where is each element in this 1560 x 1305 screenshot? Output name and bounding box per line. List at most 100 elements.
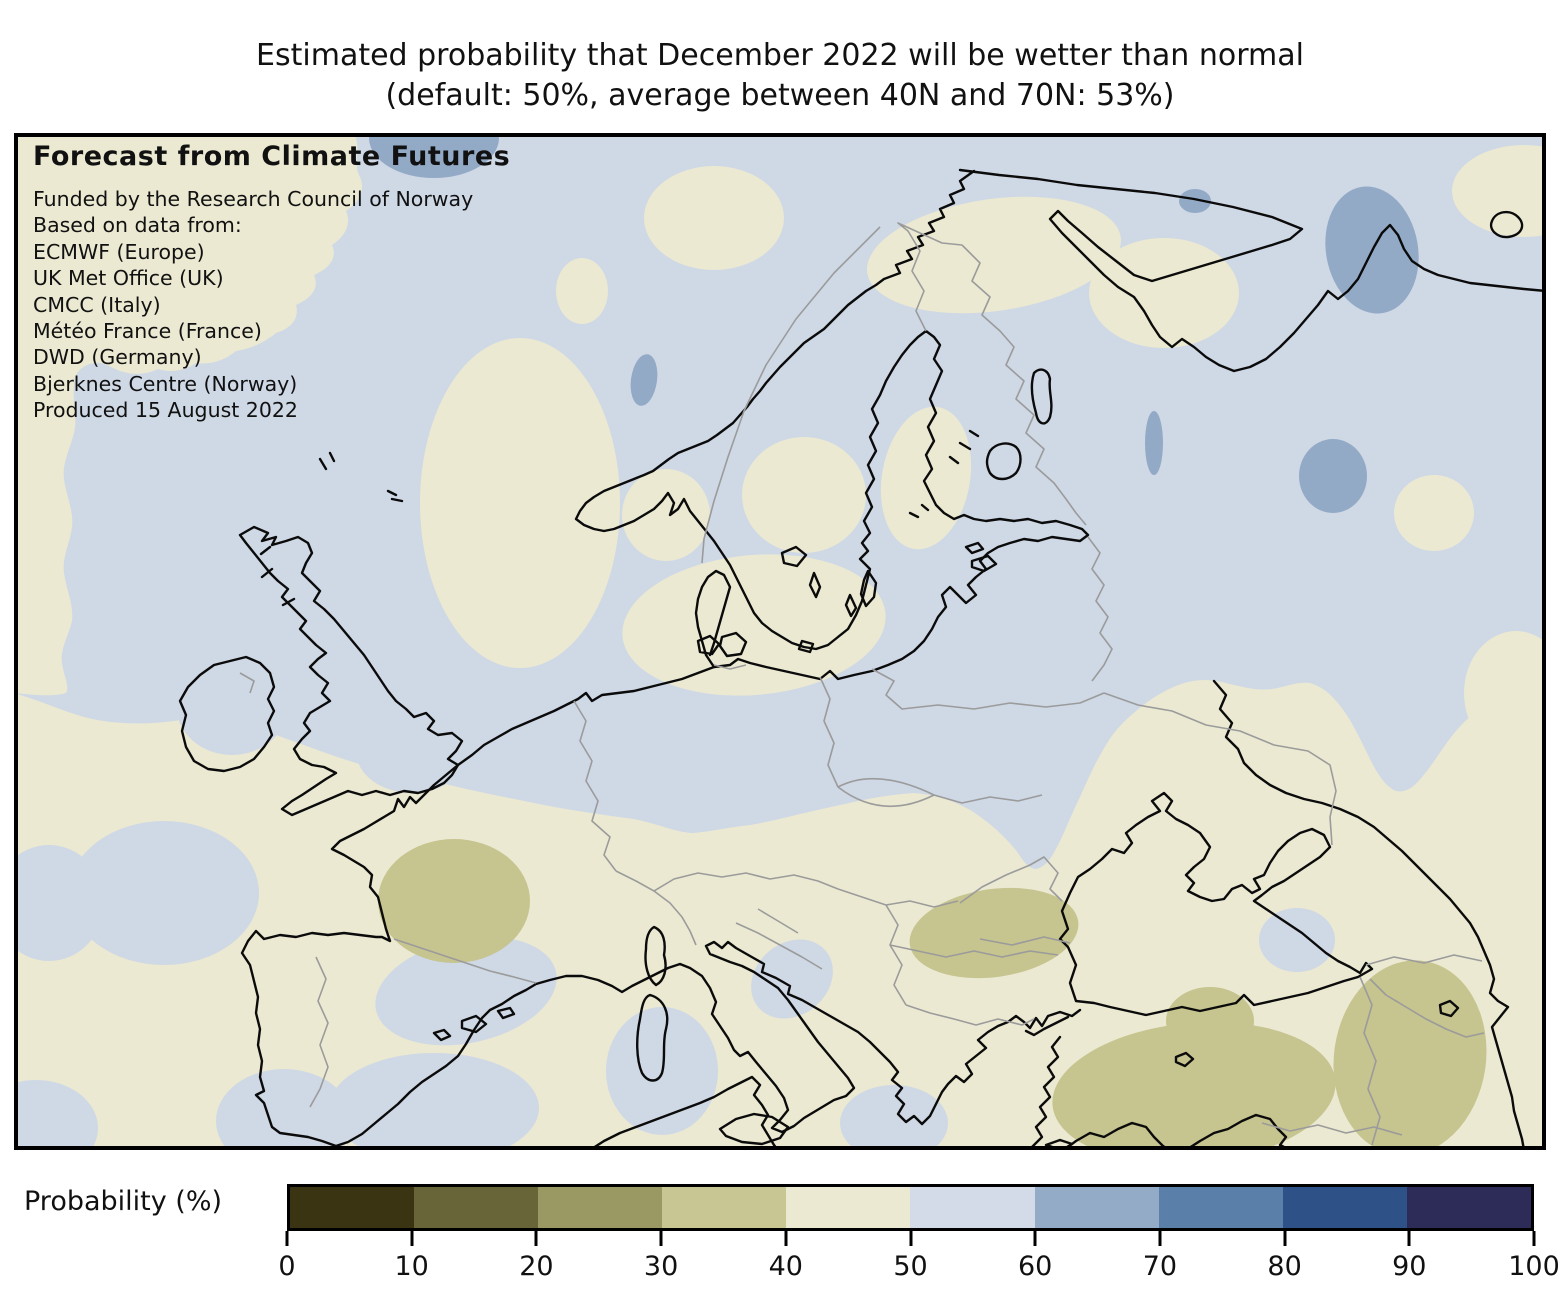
- figure-title-line1: Estimated probability that December 2022…: [256, 38, 1304, 73]
- region-40-50-east-edge: [1464, 631, 1546, 755]
- colorbar-tick-label: 80: [1267, 1251, 1302, 1282]
- figure-title: Estimated probability that December 2022…: [0, 36, 1560, 116]
- border-turkey-syria: [1261, 1122, 1403, 1136]
- colorbar-tick-label: 60: [1018, 1251, 1053, 1282]
- coastline-turkey-west: [1030, 1035, 1062, 1150]
- border-portugal-spain: [309, 956, 329, 1108]
- colorbar-tick-label: 40: [768, 1251, 803, 1282]
- border-finland-russia: [961, 244, 1087, 526]
- region-30-40-caucasus: [1333, 960, 1487, 1150]
- colorbar-tick-label: 50: [893, 1251, 928, 1282]
- coastline-islands: [432, 210, 1524, 1150]
- colorbar-segments: [287, 1184, 1534, 1231]
- colorbar-segment-0-10: [290, 1187, 415, 1228]
- colorbar-ticks: 0 10 20 30 40 50 60 70 80 90 100: [278, 1231, 1560, 1301]
- region-30-40-sw-france: [378, 839, 530, 963]
- colorbar-tick: [659, 1231, 663, 1246]
- coastline-lakes: [780, 368, 1460, 1068]
- colorbar-tick: [1033, 1231, 1037, 1246]
- colorbar-segment-60-70: [1034, 1187, 1159, 1228]
- coastline-scandinavia-baltic: [574, 169, 1090, 681]
- colorbar-segment-10-20: [414, 1187, 539, 1228]
- border-ukraine-russia: [1103, 692, 1337, 846]
- map-frame: [14, 133, 1546, 1150]
- colorbar-tick-label: 30: [643, 1251, 679, 1282]
- coastlines: [178, 168, 1546, 1150]
- colorbar-segment-40-50: [786, 1187, 911, 1228]
- region-60-70-bothnia-sliver: [1145, 411, 1163, 475]
- coastline-kola-whitesea: [958, 168, 1546, 373]
- border-czech: [837, 777, 935, 808]
- colorbar-segment-50-60: [910, 1187, 1035, 1228]
- colorbar-tick: [784, 1231, 788, 1246]
- region-60-70-norway-sliver: [630, 354, 658, 406]
- border-slovakia: [933, 794, 1043, 804]
- colorbar-tick: [1283, 1231, 1287, 1246]
- colorbar-tick-label: 90: [1392, 1251, 1427, 1282]
- coastline-ireland: [178, 655, 276, 773]
- probability-fill-regions: [14, 133, 1546, 1150]
- region-60-70-top-atlantic: [369, 133, 499, 178]
- region-50-60-balearic: [375, 936, 557, 1046]
- region-50-60-irish-sea: [176, 655, 288, 755]
- region-40-50-skagerrak: [622, 469, 710, 561]
- coastline-marmara: [1024, 1015, 1070, 1037]
- border-balkans: [735, 888, 1059, 1026]
- border-caucasus: [1359, 954, 1485, 1146]
- colorbar-tick: [909, 1231, 912, 1246]
- border-norway-sweden: [701, 226, 881, 564]
- border-baltics-east: [1087, 536, 1113, 682]
- colorbar-tick: [534, 1231, 538, 1246]
- coastline-caspian: [1212, 679, 1526, 1150]
- region-50-60-east-blacksea: [1259, 908, 1335, 972]
- coastline-small-isles: [259, 451, 930, 607]
- region-40-50-karelia: [1089, 238, 1239, 348]
- colorbar-segment-70-80: [1158, 1187, 1283, 1228]
- coastline-great-britain: [238, 525, 464, 817]
- region-50-60-biscay-west: [69, 821, 259, 965]
- region-40-50-northwest: [14, 133, 363, 696]
- colorbar-segment-80-90: [1282, 1187, 1407, 1228]
- region-50-60-ionian: [840, 1085, 948, 1150]
- colorbar-tick-label: 0: [278, 1251, 296, 1282]
- border-poland-belarus: [871, 668, 1105, 710]
- colorbar-tick-label: 100: [1508, 1251, 1560, 1282]
- colorbar-tick: [410, 1231, 414, 1246]
- region-50-60-west-edge: [14, 845, 104, 961]
- region-40-50-northsea: [420, 338, 620, 668]
- region-40-50-northeast-corner: [1452, 145, 1546, 237]
- border-germany-poland: [819, 676, 839, 788]
- border-pyrenees: [393, 938, 537, 984]
- europe-probability-map: Forecast from Climate Futures Funded by …: [14, 133, 1546, 1150]
- coastline-turkey-south: [1062, 1113, 1292, 1150]
- region-50-60-channel: [356, 709, 468, 793]
- border-romania-north: [959, 856, 1063, 904]
- region-40-50-sweden: [742, 437, 866, 553]
- region-50-60-southwest-corner: [14, 1080, 98, 1150]
- region-40-50-small-atlantic: [556, 258, 608, 324]
- map-canvas: [14, 133, 1546, 1150]
- border-alps: [615, 870, 839, 946]
- country-borders: [239, 222, 1485, 1146]
- coastline-north-africa: [588, 1075, 780, 1150]
- border-northern-ireland: [239, 672, 255, 694]
- colorbar-tick: [285, 1231, 289, 1246]
- colorbar-tick: [1158, 1231, 1162, 1246]
- border-germany-west: [573, 700, 617, 872]
- region-40-50-russia: [1394, 475, 1474, 551]
- region-60-70-russia: [1299, 439, 1367, 513]
- colorbar-tick: [1407, 1231, 1411, 1246]
- coastline-black-sea: [1058, 791, 1374, 1017]
- coastline-continental-europe: [240, 665, 1082, 1148]
- colorbar-segment-30-40: [662, 1187, 787, 1228]
- region-50-60-adriatic: [751, 939, 833, 1019]
- region-30-40-anatolia: [1052, 1022, 1336, 1150]
- colorbar-tick-label: 70: [1142, 1251, 1178, 1282]
- region-60-70-kola: [1179, 189, 1211, 213]
- colorbar-tick-label: 20: [519, 1251, 554, 1282]
- region-50-60-gulf-cadiz: [216, 1069, 352, 1150]
- border-danube-bulgaria: [979, 936, 1071, 946]
- border-sweden-finland: [897, 222, 963, 332]
- region-40-50-norwegian-sea: [644, 166, 784, 270]
- colorbar-tick: [1532, 1231, 1536, 1246]
